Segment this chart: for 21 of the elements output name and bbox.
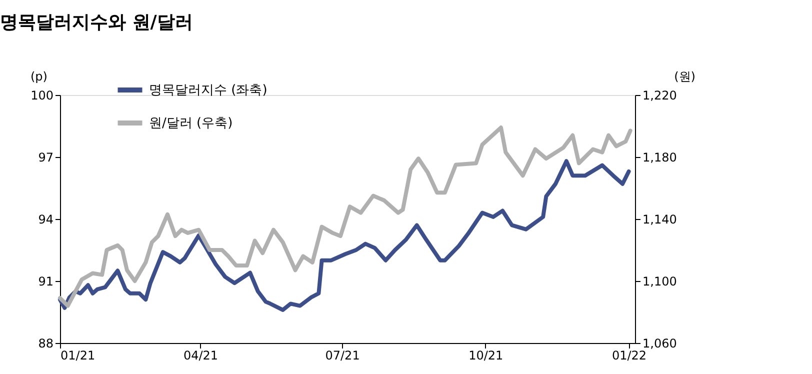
legend-label: 명목달러지수 (좌축) <box>149 83 268 98</box>
x-tick-label: 01/21 <box>60 348 96 362</box>
y2-tick-label: 1,060 <box>642 336 677 350</box>
line-series <box>58 159 631 312</box>
y2-tick-label: 1,140 <box>642 212 677 226</box>
y2-tick-label: 1,220 <box>642 88 677 102</box>
y-tick-label: 91 <box>38 274 54 288</box>
y2-tick-label: 1,180 <box>642 150 677 164</box>
y-axis-title: (p) <box>30 70 48 84</box>
x-tick-label: 04/21 <box>183 348 218 362</box>
y2-axis-title: (원) <box>674 70 696 84</box>
y2-tick-label: 1,100 <box>642 274 677 288</box>
chart-title: 명목달러지수와 원/달러 <box>0 12 193 33</box>
y-tick-label: 94 <box>38 212 54 226</box>
legend-label: 원/달러 (우축) <box>149 116 233 131</box>
x-tick-label: 01/22 <box>612 348 647 362</box>
y-tick-label: 88 <box>38 336 54 350</box>
y-tick-label: 97 <box>38 150 54 164</box>
y-tick-label: 100 <box>30 88 54 102</box>
x-tick-label: 07/21 <box>325 348 360 362</box>
x-tick-label: 10/21 <box>468 348 504 362</box>
